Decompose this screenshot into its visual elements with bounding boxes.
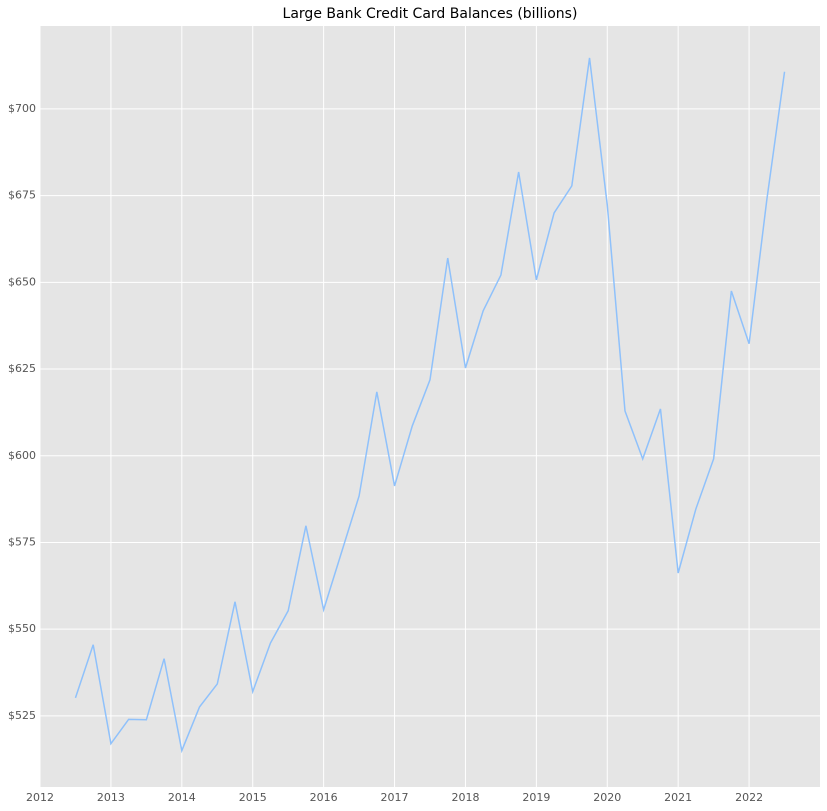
y-tick-label: $525 [8,709,36,722]
x-tick-label: 2019 [522,791,550,804]
y-tick-label: $650 [8,275,36,288]
plot-background [40,26,820,787]
x-tick-label: 2020 [593,791,621,804]
x-tick-label: 2014 [168,791,196,804]
y-tick-label: $700 [8,102,36,115]
x-tick-label: 2021 [664,791,692,804]
x-tick-label: 2017 [381,791,409,804]
x-tick-label: 2022 [735,791,763,804]
chart-title: Large Bank Credit Card Balances (billion… [283,6,578,22]
x-tick-label: 2016 [310,791,338,804]
y-tick-label: $550 [8,622,36,635]
data-line [74,57,786,754]
x-tick-label: 2018 [451,791,479,804]
y-tick-label: $575 [8,535,36,548]
x-tick-label: 2015 [239,791,267,804]
y-tick-label: $675 [8,189,36,202]
y-tick-label: $625 [8,362,36,375]
x-tick-label: 2013 [97,791,125,804]
y-tick-label: $600 [8,449,36,462]
x-tick-label: 2012 [26,791,54,804]
